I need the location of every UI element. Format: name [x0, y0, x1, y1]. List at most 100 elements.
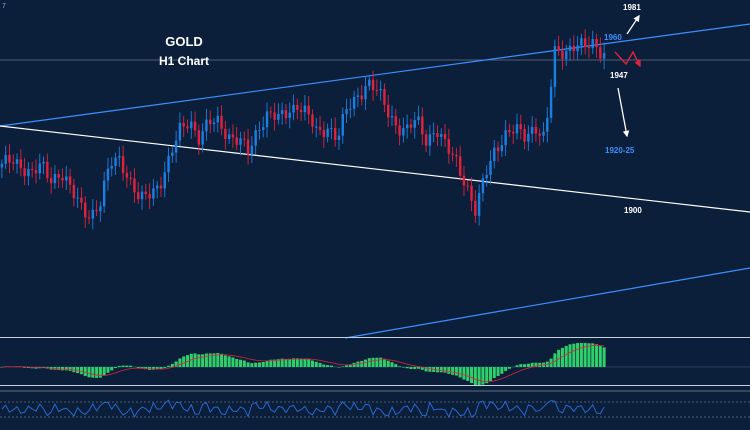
candle-body [53, 174, 57, 184]
histogram-bar [504, 367, 508, 371]
histogram-bar [276, 359, 280, 367]
candle-body [390, 116, 394, 118]
histogram-bar [299, 358, 303, 367]
signal-line [1, 344, 605, 383]
candle-body [178, 122, 182, 141]
candle-body [84, 202, 87, 218]
candle-body [190, 121, 193, 129]
histogram-bar [76, 367, 80, 374]
candle-body [121, 156, 125, 173]
candle-body [23, 168, 26, 177]
candle-body [326, 128, 329, 138]
candle-body [284, 110, 288, 119]
histogram-bar [356, 361, 360, 367]
candle-body [534, 126, 538, 134]
histogram-bar [534, 362, 538, 367]
candle-body [538, 133, 541, 136]
candle-body [413, 120, 416, 128]
candle-body [4, 154, 7, 164]
candle-body [530, 126, 534, 134]
histogram-bar [284, 358, 288, 367]
histogram-bar [568, 344, 572, 367]
histogram-bar [382, 358, 386, 367]
histogram-bar [458, 367, 462, 378]
histogram-bar [208, 353, 212, 367]
oscillator-panel [0, 385, 750, 418]
candle-body [599, 47, 602, 59]
candle-body [72, 184, 76, 199]
candle-body [38, 163, 41, 174]
histogram-bar [280, 358, 284, 367]
candle-body [231, 134, 235, 138]
histogram-bar [178, 358, 182, 367]
candle-body [262, 127, 265, 130]
oscillator-line [1, 399, 605, 418]
histogram-bar [439, 367, 443, 373]
histogram-bar [106, 367, 110, 373]
histogram-bar [235, 358, 239, 367]
histogram-bar [307, 359, 311, 367]
candle-body [580, 38, 583, 46]
histogram-bar [212, 353, 216, 367]
candle-body [561, 50, 564, 60]
candle-body [246, 139, 250, 155]
chart-title: GOLD [165, 34, 203, 49]
candle-body [322, 129, 326, 138]
candle-body [186, 126, 189, 129]
candle-body [546, 117, 549, 132]
histogram-bar [182, 356, 186, 367]
candle-body [565, 50, 568, 60]
histogram-bar [485, 367, 489, 384]
histogram-bar [492, 367, 496, 379]
candle-body [383, 88, 386, 105]
histogram-bar [201, 354, 205, 367]
candle-body [235, 137, 238, 145]
candle-body [91, 209, 95, 219]
candle-body [432, 133, 435, 135]
histogram-bar [95, 367, 99, 378]
upper-trend-line [0, 23, 750, 127]
candle-body [307, 105, 310, 115]
candle-body [504, 130, 507, 146]
candle-body [519, 124, 522, 130]
histogram-bar [454, 367, 458, 376]
candle-body [258, 129, 261, 131]
candle-body [250, 145, 254, 155]
histogram-bar [318, 362, 322, 367]
level-label-1920-25: 1920-25 [605, 146, 635, 155]
histogram-bar [155, 367, 159, 370]
candle-body [30, 168, 34, 170]
candle-body [182, 122, 185, 127]
histogram-bar [345, 365, 349, 367]
histogram-bar [288, 358, 292, 367]
histogram-bar [405, 367, 409, 369]
candle-body [95, 209, 98, 212]
histogram-bar [87, 367, 91, 378]
candle-body [49, 177, 53, 184]
histogram-bar [360, 360, 364, 367]
histogram-bar [572, 343, 576, 367]
histogram-bar [417, 367, 421, 369]
candle-body [542, 131, 545, 136]
candle-body [356, 95, 360, 97]
histogram-bar [250, 363, 254, 367]
histogram-bar [125, 365, 129, 367]
lower-trend-line [344, 267, 750, 339]
histogram-bar [394, 364, 398, 367]
candle-body [440, 133, 443, 138]
candle-body [371, 79, 375, 91]
histogram-bar [121, 365, 125, 367]
histogram-bar [295, 358, 299, 367]
histogram-bar [523, 364, 527, 367]
histogram-bar [329, 365, 333, 367]
candle-body [303, 105, 307, 113]
candle-body [220, 115, 223, 129]
histogram-bar [496, 367, 500, 376]
histogram-bar [451, 367, 455, 375]
candle-body [265, 111, 269, 128]
histogram-bar [326, 365, 330, 367]
candle-body [557, 46, 560, 51]
histogram-bar [519, 364, 523, 367]
histogram-bar [114, 367, 118, 368]
